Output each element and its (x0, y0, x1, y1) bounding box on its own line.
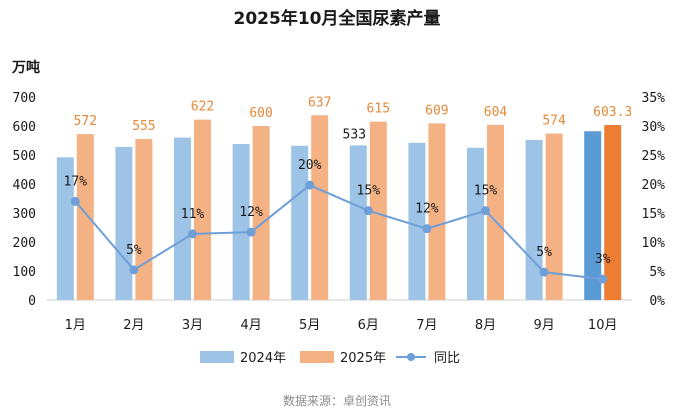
y-left-tick-label: 200 (13, 236, 36, 251)
bar-2025 (194, 119, 211, 301)
data-label-2025: 574 (542, 114, 566, 129)
legend-label-2024: 2024年 (240, 351, 286, 366)
y-right-tick-label: 25% (642, 149, 666, 164)
x-tick-label: 7月 (416, 318, 437, 333)
x-tick-label: 8月 (475, 318, 496, 333)
x-tick-label: 5月 (299, 318, 320, 333)
legend-swatch-2024 (200, 351, 234, 363)
bar-series (56, 115, 622, 301)
yoy-line (74, 184, 603, 281)
bar-2025 (545, 133, 563, 300)
bar-2025 (428, 123, 446, 300)
bar-2025 (369, 121, 387, 301)
bar-2024 (291, 145, 309, 300)
data-label-yoy: 15% (357, 184, 381, 199)
yoy-point (70, 196, 80, 206)
x-tick-label: 9月 (533, 318, 554, 333)
data-label-yoy: 12% (239, 205, 263, 220)
yoy-point (305, 180, 315, 190)
bar-2024 (349, 145, 367, 300)
data-label-2025: 603.3 (593, 105, 632, 120)
data-label-2025: 572 (74, 114, 97, 129)
x-tick-label: 6月 (358, 318, 379, 333)
data-label-2025: 637 (308, 95, 331, 110)
legend-marker-yoy (407, 353, 415, 361)
data-label-yoy: 5% (126, 243, 142, 258)
y-axis-unit-label: 万吨 (11, 59, 40, 76)
y-left-tick-label: 300 (13, 207, 36, 222)
y-right-tick-label: 15% (642, 207, 666, 222)
data-label-yoy: 11% (181, 207, 205, 222)
bar-2024 (467, 147, 484, 300)
y-right-tick-label: 30% (642, 120, 666, 135)
bar-2025 (252, 126, 270, 300)
bar-2024 (115, 146, 133, 300)
data-label-2025: 604 (484, 105, 508, 120)
x-tick-label: 3月 (182, 318, 203, 333)
y-right-tick-label: 20% (642, 178, 666, 193)
y-left-tick-label: 700 (13, 91, 36, 106)
x-tick-label: 10月 (588, 318, 618, 333)
yoy-point (188, 229, 197, 239)
yoy-line-series (70, 180, 608, 284)
yoy-point (363, 206, 373, 216)
y-right-tick-label: 5% (649, 265, 665, 280)
bar-2024 (232, 143, 250, 300)
data-label-2025: 609 (425, 103, 448, 118)
y-left-tick-label: 400 (13, 178, 36, 193)
data-label-2024: 533 (343, 127, 366, 142)
bar-2024 (408, 142, 426, 300)
bar-2025 (311, 115, 329, 301)
chart-title: 2025年10月全国尿素产量 (234, 8, 441, 29)
bar-2024 (56, 157, 74, 300)
data-label-2025: 622 (191, 100, 214, 115)
x-tick-label: 4月 (240, 318, 261, 333)
yoy-point (422, 224, 432, 234)
data-label-yoy: 20% (298, 158, 322, 173)
yoy-point (246, 227, 256, 237)
data-label-yoy: 3% (595, 252, 611, 267)
yoy-point (129, 265, 139, 275)
x-tick-label: 1月 (65, 318, 86, 333)
bar-2024 (584, 131, 602, 300)
yoy-point (481, 206, 490, 216)
bar-2024 (525, 139, 543, 300)
source-note: 数据来源：卓创资讯 (283, 393, 391, 408)
y-left-tick-label: 0 (28, 294, 36, 309)
y-right-tick-label: 10% (642, 236, 666, 251)
data-label-2025: 555 (132, 119, 155, 134)
data-label-2025: 615 (367, 102, 390, 117)
legend-label-yoy: 同比 (434, 351, 460, 366)
bar-2025 (135, 139, 153, 300)
y-left-tick-label: 600 (13, 120, 36, 135)
y-left-tick-label: 100 (13, 265, 36, 280)
data-label-yoy: 12% (415, 202, 439, 217)
y-left-tick-label: 500 (13, 149, 36, 164)
legend: 2024年 2025年 同比 (200, 351, 460, 366)
data-label-yoy: 17% (64, 174, 88, 189)
yoy-point (539, 267, 549, 277)
bar-2025 (76, 134, 94, 300)
legend-swatch-2025 (300, 351, 334, 363)
data-label-2025: 600 (249, 106, 272, 121)
data-label-yoy: 15% (474, 184, 498, 199)
y-right-tick-label: 35% (642, 91, 666, 106)
bar-2025 (604, 125, 622, 300)
axes: 0 100 200 300 400 500 600 700 0% 5% 10% 15% 20% 25% 30… (13, 91, 666, 333)
yoy-point (598, 274, 608, 284)
y-right-tick-label: 0% (649, 294, 665, 309)
data-label-yoy: 5% (536, 245, 552, 260)
bar-2024 (174, 137, 191, 300)
legend-label-2025: 2025年 (340, 351, 386, 366)
bar-2025 (487, 124, 504, 300)
x-tick-label: 2月 (123, 318, 144, 333)
